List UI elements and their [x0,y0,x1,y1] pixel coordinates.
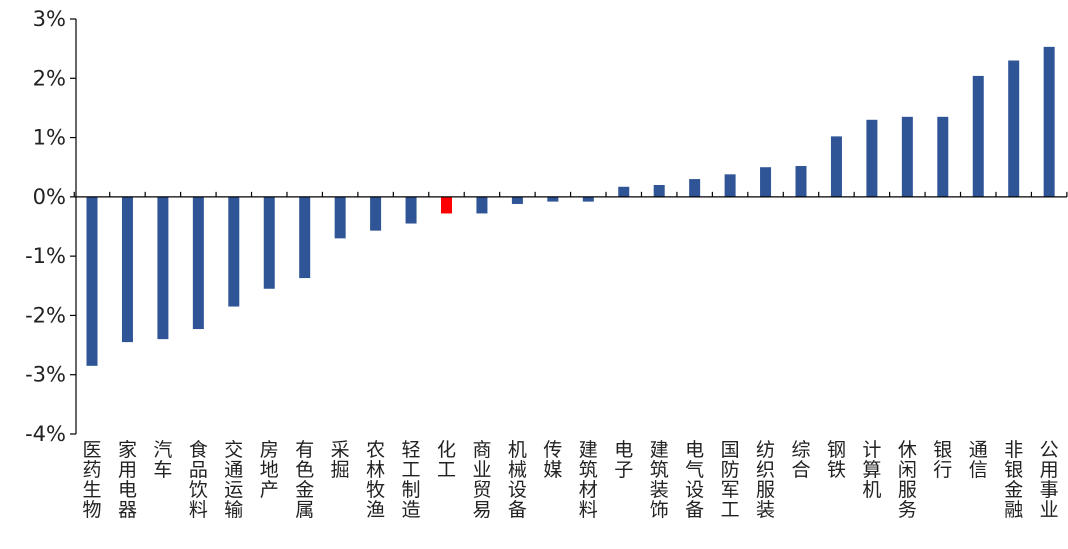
bar [1008,60,1020,197]
bar [263,196,275,289]
bars [86,46,1055,366]
y-tick-label: 3% [33,7,66,31]
y-tick-label: -2% [25,303,66,327]
bar [689,179,701,197]
category-label: 银行 [933,439,952,481]
bar [157,196,169,340]
bar [192,196,204,330]
y-tick-label: 0% [33,185,66,209]
category-label: 休闲服务 [898,439,917,521]
bar [653,185,665,197]
bar [547,196,559,202]
category-label: 纺织服装 [756,439,775,521]
y-tick-label: -1% [25,244,66,268]
category-label: 汽车 [153,439,172,481]
category-label: 国防军工 [721,439,740,521]
category-label: 通信 [969,439,988,481]
category-label: 钢铁 [827,439,846,481]
bar [86,196,98,366]
bar [972,75,984,197]
y-tick-label: -4% [25,422,66,446]
bar [937,116,949,197]
bar [405,196,417,224]
category-label: 商业贸易 [472,439,491,521]
bar [121,196,133,343]
category-labels: 医药生物家用电器汽车食品饮料交通运输房地产有色金属采掘农林牧渔轻工制造化工商业贸… [82,439,1058,521]
y-tick-label: -3% [25,363,66,387]
bar [299,196,311,279]
bar [901,116,913,197]
category-label: 建筑材料 [579,439,598,521]
y-tick-label: 2% [33,66,66,90]
category-label: 电子 [614,439,633,481]
bar [334,196,346,239]
bar [760,167,772,197]
bar [228,196,240,307]
category-label: 非银金融 [1004,439,1023,521]
category-label: 轻工制造 [402,439,421,521]
bar [511,196,523,204]
category-label: 公用事业 [1040,439,1059,521]
category-label: 家用电器 [118,439,137,521]
category-label: 农林牧渔 [366,439,385,521]
category-label: 采掘 [331,439,350,481]
bar [370,196,382,231]
x-axis [73,191,1068,198]
category-label: 建筑装饰 [650,439,669,521]
bar [582,196,594,202]
y-axis: 3% 2% 1% 0% -1% -2% -3% -4% [25,7,77,446]
bar [830,136,842,197]
y-tick-label: 1% [33,126,66,150]
category-label: 食品饮料 [189,439,208,521]
category-label: 医药生物 [82,439,101,521]
category-label: 交通运输 [224,439,243,521]
category-label: 计算机 [862,439,881,501]
bar [618,186,630,197]
category-label: 传媒 [543,439,562,481]
bar [866,119,878,197]
category-label: 有色金属 [295,439,314,521]
category-label: 综合 [791,439,810,481]
bar [476,196,488,214]
category-label: 房地产 [260,439,279,501]
category-label: 化工 [437,439,456,481]
category-label: 机械设备 [508,439,527,521]
bar [1043,46,1055,197]
bar [795,166,807,197]
category-label: 电气设备 [685,439,704,521]
bar [724,174,736,197]
bar [441,196,452,214]
